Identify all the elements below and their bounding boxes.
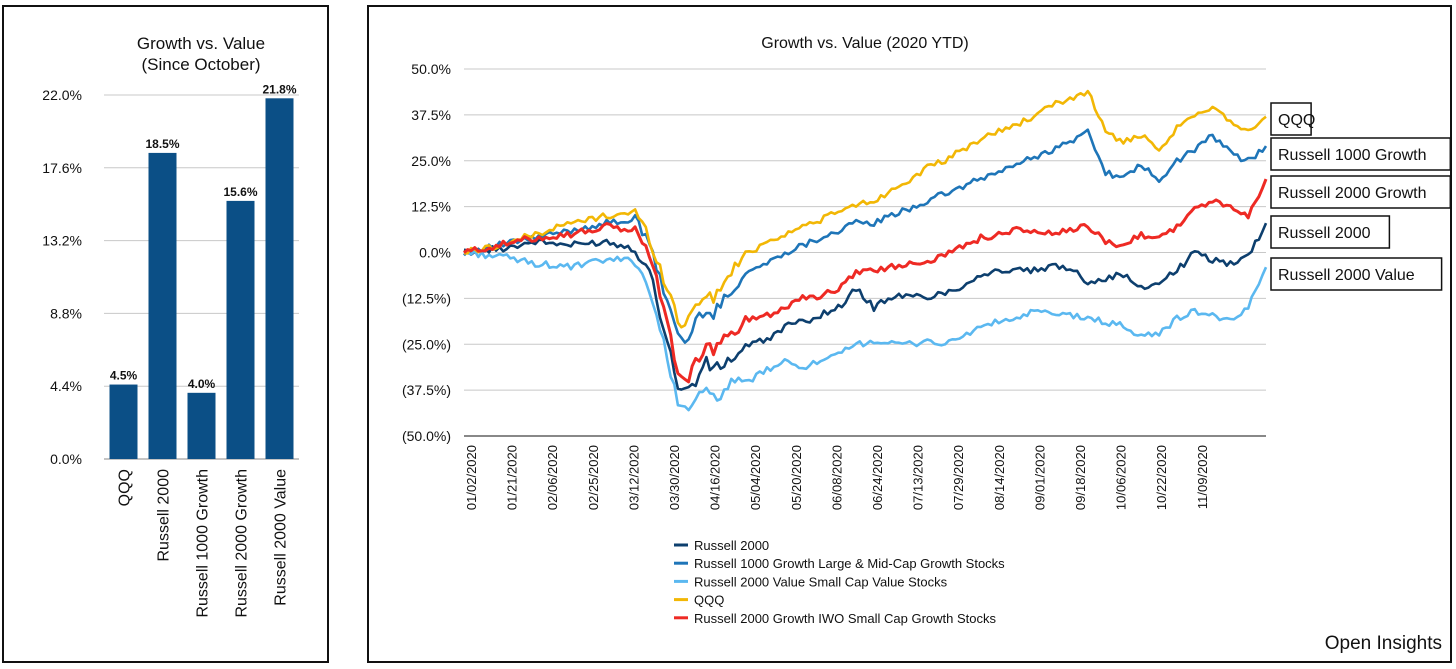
legend-entry: Russell 2000 bbox=[694, 538, 769, 553]
legend-entry: Russell 2000 Growth IWO Small Cap Growth… bbox=[694, 611, 996, 626]
line-x-tick-label: 08/14/2020 bbox=[992, 445, 1007, 510]
bar-chart-title-line: (Since October) bbox=[141, 55, 260, 74]
bar-y-tick-label: 22.0% bbox=[42, 87, 82, 103]
end-label-box bbox=[1270, 215, 1391, 249]
line-x-tick-label: 06/24/2020 bbox=[870, 445, 885, 510]
line-y-tick-label: 0.0% bbox=[419, 245, 451, 261]
bar-russell-2000-value bbox=[265, 98, 294, 460]
line-y-tick-label: (50.0%) bbox=[402, 428, 451, 444]
series-line-russell-2000-value bbox=[463, 249, 1268, 412]
bar-data-label: 4.0% bbox=[188, 377, 216, 391]
end-label-box bbox=[1270, 257, 1443, 291]
bar-y-tick-label: 17.6% bbox=[42, 160, 82, 176]
bar-category-label: Russell 1000 Growth bbox=[195, 469, 212, 618]
line-x-tick-label: 03/12/2020 bbox=[626, 445, 641, 510]
bar-y-tick-label: 8.8% bbox=[50, 305, 82, 321]
brand-label: Open Insights bbox=[1324, 633, 1442, 654]
line-y-tick-label: 37.5% bbox=[411, 107, 451, 123]
line-chart-panel: Growth vs. Value (2020 YTD) 50.0% 37.5% 25.… bbox=[367, 5, 1452, 663]
bar-category-label: Russell 2000 bbox=[156, 469, 173, 562]
end-label-text: Russell 2000 Value bbox=[1278, 267, 1415, 284]
bar-category-label: QQQ bbox=[117, 469, 134, 506]
end-label-box bbox=[1270, 137, 1452, 171]
bar-russell-2000 bbox=[148, 152, 177, 459]
line-x-tick-label: 07/29/2020 bbox=[951, 445, 966, 510]
end-label-box bbox=[1270, 175, 1452, 209]
series-line-qqq bbox=[464, 89, 1267, 329]
legend-entry: QQQ bbox=[694, 593, 724, 608]
line-x-tick-label: 10/06/2020 bbox=[1114, 445, 1129, 510]
legend-entry: Russell 1000 Growth Large & Mid-Cap Grow… bbox=[694, 556, 1005, 571]
line-x-tick-label: 03/30/2020 bbox=[667, 445, 682, 510]
line-chart: Growth vs. Value (2020 YTD) 50.0% 37.5% 25.… bbox=[402, 35, 1452, 626]
bar-y-tick-label: 13.2% bbox=[42, 233, 82, 249]
line-x-tick-label: 05/04/2020 bbox=[748, 445, 763, 510]
bar-data-label: 18.5% bbox=[145, 137, 179, 151]
bar-y-tick-label: 4.4% bbox=[50, 378, 82, 394]
line-x-tick-label: 02/25/2020 bbox=[586, 445, 601, 510]
line-x-tick-label: 01/02/2020 bbox=[464, 445, 479, 510]
bar-category-label: Russell 2000 Value bbox=[273, 469, 290, 606]
line-x-tick-label: 07/13/2020 bbox=[911, 445, 926, 510]
line-x-tick-label: 06/08/2020 bbox=[829, 445, 844, 510]
line-y-tick-label: 12.5% bbox=[411, 199, 451, 215]
bar-chart-panel: Growth vs. Value (Since October) 0.0% 4.4% 8… bbox=[2, 5, 329, 663]
series-line-russell-1000-growth bbox=[463, 128, 1268, 344]
end-label-text: Russell 1000 Growth bbox=[1278, 147, 1427, 164]
bar-chart-title-line: Growth vs. Value bbox=[137, 34, 265, 53]
bar-russell-2000-growth bbox=[226, 200, 255, 459]
bar-data-label: 21.8% bbox=[262, 82, 296, 96]
series-line-russell-2000-growth bbox=[463, 178, 1268, 384]
line-x-tick-label: 01/21/2020 bbox=[505, 445, 520, 510]
legend-entry: Russell 2000 Value Small Cap Value Stock… bbox=[694, 574, 948, 589]
line-y-tick-label: 50.0% bbox=[411, 61, 451, 77]
line-x-tick-label: 02/06/2020 bbox=[545, 445, 560, 510]
end-label-text: Russell 2000 bbox=[1278, 225, 1371, 242]
line-x-tick-label: 09/01/2020 bbox=[1032, 445, 1047, 510]
line-y-tick-label: (37.5%) bbox=[402, 382, 451, 398]
bar-data-label: 15.6% bbox=[223, 185, 257, 199]
end-label-box bbox=[1270, 102, 1312, 136]
bar-category-label: Russell 2000 Growth bbox=[234, 469, 251, 618]
end-label-text: QQQ bbox=[1278, 112, 1315, 129]
line-chart-title: Growth vs. Value (2020 YTD) bbox=[761, 35, 969, 52]
bar-qqq bbox=[109, 384, 138, 459]
end-label-text: Russell 2000 Growth bbox=[1278, 185, 1427, 202]
line-x-tick-label: 05/20/2020 bbox=[789, 445, 804, 510]
line-x-tick-label: 11/09/2020 bbox=[1195, 445, 1210, 509]
bar-data-label: 4.5% bbox=[110, 369, 138, 383]
series-line-russell-2000 bbox=[463, 222, 1268, 391]
bar-y-tick-label: 0.0% bbox=[50, 451, 82, 467]
line-x-tick-label: 10/22/2020 bbox=[1154, 445, 1169, 510]
bar-russell-1000-growth bbox=[187, 392, 216, 459]
line-y-tick-label: (25.0%) bbox=[402, 336, 451, 352]
line-y-tick-label: (12.5%) bbox=[402, 290, 451, 306]
bar-chart: Growth vs. Value (Since October) 0.0% 4.4% 8… bbox=[42, 34, 299, 618]
line-x-tick-label: 09/18/2020 bbox=[1073, 445, 1088, 510]
line-y-tick-label: 25.0% bbox=[411, 153, 451, 169]
line-x-tick-label: 04/16/2020 bbox=[708, 445, 723, 510]
